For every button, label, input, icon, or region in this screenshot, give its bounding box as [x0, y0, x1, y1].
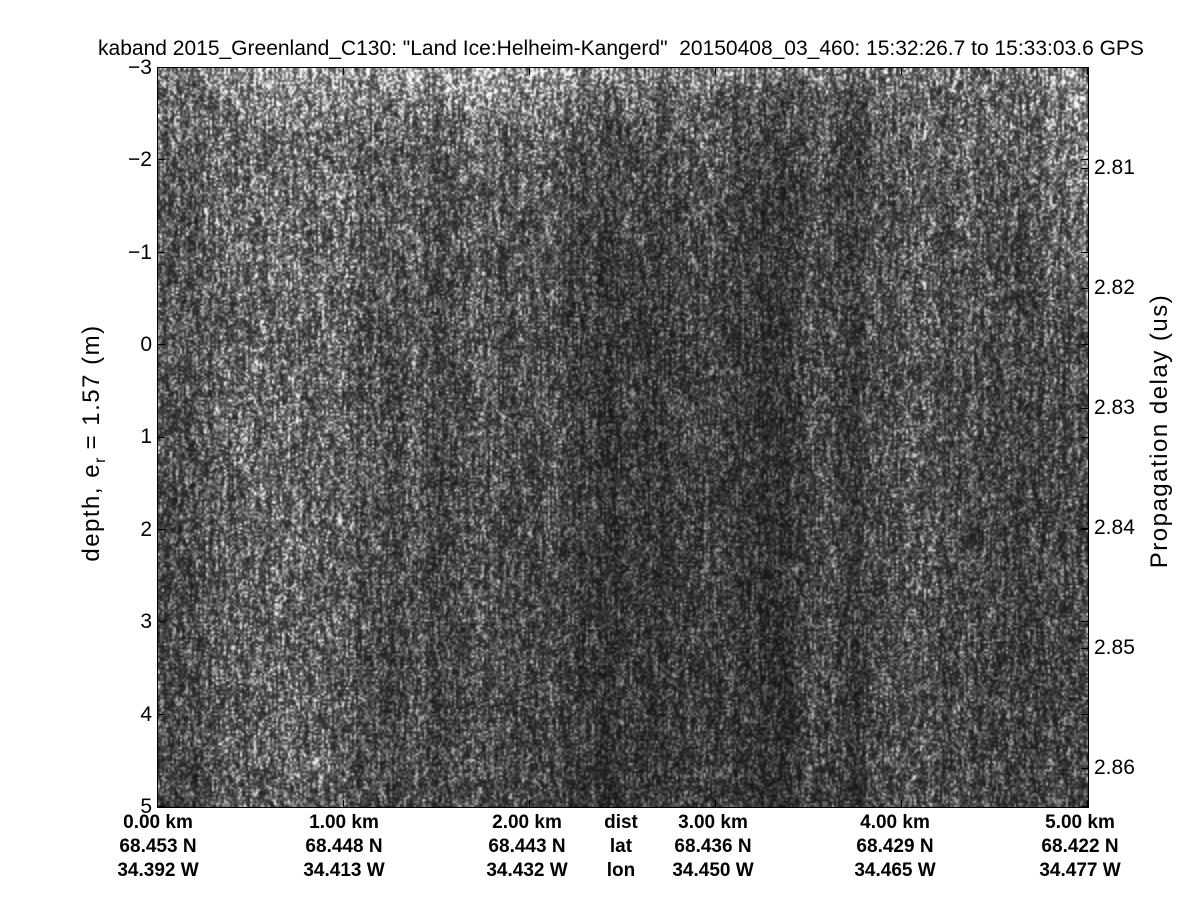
- dist-value: 4.00 km: [860, 812, 930, 833]
- echogram-canvas: [158, 68, 1088, 807]
- y-left-tick-label: 1: [140, 425, 152, 448]
- lon-value: 34.465 W: [854, 860, 936, 881]
- axis-tick: [158, 529, 165, 530]
- lon-header: lon: [606, 860, 636, 881]
- lat-value: 68.443 N: [488, 836, 566, 857]
- dist-value: 0.00 km: [123, 812, 193, 833]
- axis-tick: [1081, 344, 1088, 345]
- y-left-tick-label: 2: [140, 518, 152, 541]
- axis-tick: [343, 800, 344, 807]
- axis-tick: [158, 621, 165, 622]
- axis-tick: [157, 800, 158, 807]
- axis-tick: [1081, 768, 1088, 769]
- axis-tick: [1081, 288, 1088, 289]
- axis-tick: [1081, 806, 1088, 807]
- axis-tick: [1081, 528, 1088, 529]
- ylabel-left-subscript: r: [91, 457, 109, 463]
- axis-tick: [715, 68, 716, 75]
- x-axis-column-1: 1.00 km 68.448 N 34.413 W: [303, 811, 384, 883]
- plot-title: kaband 2015_Greenland_C130: "Land Ice:He…: [98, 37, 1144, 60]
- y-left-tick-label: −3: [128, 56, 152, 79]
- plot-area: [157, 67, 1089, 808]
- lat-value: 68.429 N: [856, 836, 934, 857]
- x-axis-column-3: 3.00 km 68.436 N 34.450 W: [672, 811, 753, 883]
- y-left-tick-label: 4: [140, 703, 152, 726]
- y-right-tick-label: 2.83: [1094, 396, 1135, 419]
- lon-value: 34.432 W: [486, 860, 568, 881]
- lat-value: 68.436 N: [674, 836, 752, 857]
- axis-tick: [158, 806, 165, 807]
- axis-tick: [1081, 714, 1088, 715]
- y-axis-label-right: Propagation delay (us): [1146, 293, 1173, 569]
- axis-tick: [158, 714, 165, 715]
- lon-value: 34.413 W: [303, 860, 385, 881]
- y-right-tick-label: 2.81: [1094, 156, 1135, 179]
- dist-value: 5.00 km: [1045, 812, 1115, 833]
- axis-tick: [901, 800, 902, 807]
- axis-tick: [529, 68, 530, 75]
- axis-tick: [1081, 252, 1088, 253]
- axis-tick: [1081, 621, 1088, 622]
- axis-tick: [1087, 68, 1088, 75]
- axis-tick: [1081, 168, 1088, 169]
- x-axis-column-5: 5.00 km 68.422 N 34.477 W: [1039, 811, 1120, 883]
- lon-value: 34.477 W: [1039, 860, 1121, 881]
- y-left-tick-label: 3: [140, 610, 152, 633]
- axis-tick: [158, 437, 165, 438]
- axis-tick: [1081, 648, 1088, 649]
- dist-value: 3.00 km: [678, 812, 748, 833]
- axis-tick: [1087, 800, 1088, 807]
- axis-tick: [158, 252, 165, 253]
- y-right-tick-label: 2.85: [1094, 636, 1135, 659]
- lat-value: 68.453 N: [119, 836, 197, 857]
- axis-tick: [1081, 408, 1088, 409]
- lon-value: 34.450 W: [672, 860, 754, 881]
- ylabel-left-pre: depth, e: [78, 462, 106, 562]
- x-axis-header-column: dist lat lon: [604, 811, 638, 883]
- axis-tick: [157, 68, 158, 75]
- axis-tick: [715, 800, 716, 807]
- y-left-tick-label: 5: [140, 795, 152, 818]
- x-axis-column-2: 2.00 km 68.443 N 34.432 W: [486, 811, 567, 883]
- y-left-tick-label: −2: [128, 148, 152, 171]
- axis-tick: [158, 344, 165, 345]
- dist-header: dist: [604, 812, 638, 833]
- axis-tick: [529, 800, 530, 807]
- y-left-tick-label: 0: [140, 333, 152, 356]
- axis-tick: [901, 68, 902, 75]
- dist-value: 1.00 km: [309, 812, 379, 833]
- y-left-tick-label: −1: [128, 241, 152, 264]
- y-right-tick-label: 2.82: [1094, 276, 1135, 299]
- axis-tick: [158, 67, 165, 68]
- y-right-tick-label: 2.86: [1094, 756, 1135, 779]
- axis-tick: [1081, 67, 1088, 68]
- axis-tick: [1081, 529, 1088, 530]
- lat-value: 68.448 N: [305, 836, 383, 857]
- x-axis-column-4: 4.00 km 68.429 N 34.465 W: [854, 811, 935, 883]
- axis-tick: [1081, 437, 1088, 438]
- x-axis-column-0: 0.00 km 68.453 N 34.392 W: [117, 811, 198, 883]
- axis-tick: [158, 159, 165, 160]
- lon-value: 34.392 W: [117, 860, 199, 881]
- lat-value: 68.422 N: [1041, 836, 1119, 857]
- axis-tick: [343, 68, 344, 75]
- lat-header: lat: [609, 836, 633, 857]
- y-right-tick-label: 2.84: [1094, 516, 1135, 539]
- axis-tick: [1081, 159, 1088, 160]
- dist-value: 2.00 km: [492, 812, 562, 833]
